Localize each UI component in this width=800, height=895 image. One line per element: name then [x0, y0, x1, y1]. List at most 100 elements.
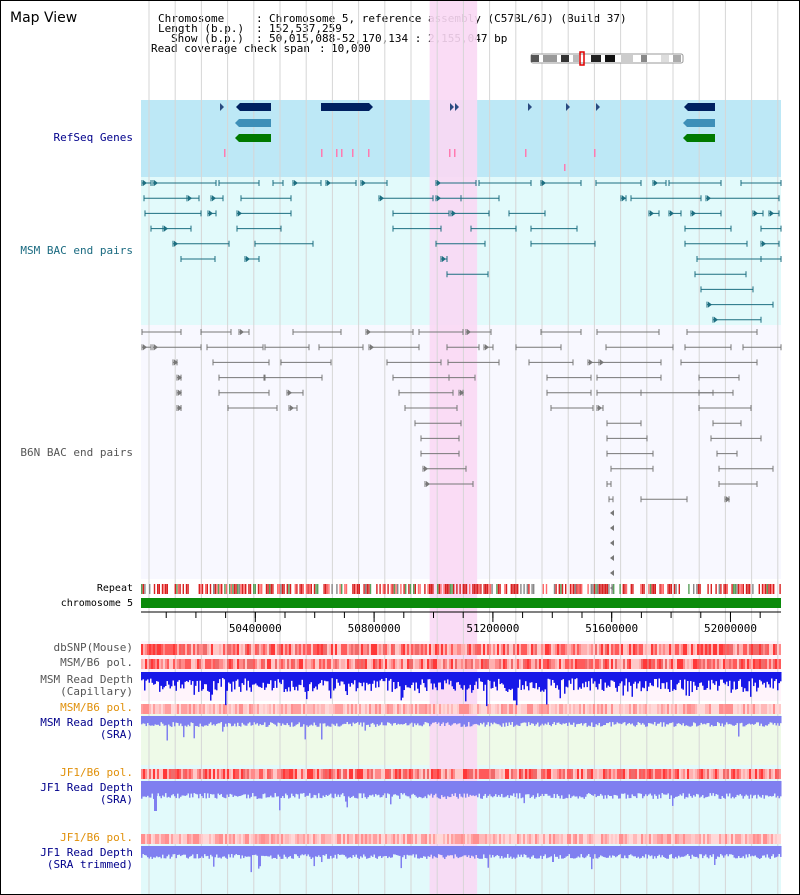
msm-sra-depth-bar: [762, 716, 764, 727]
msm-b6-pol-cell: [521, 659, 523, 669]
msm-sra-depth-bar: [756, 716, 758, 723]
msm-sra-depth-bar: [288, 716, 290, 726]
jf1-b6-pol-cell: [457, 769, 459, 779]
jf1-sra-depth-bar: [501, 781, 503, 794]
msm-capillary-depth-bar: [750, 672, 752, 697]
msm-b6-pol2-cell: [347, 704, 349, 714]
msm-capillary-depth-bar: [657, 672, 659, 688]
msm-capillary-depth-bar: [270, 672, 272, 681]
jf1-sra-depth-bar: [483, 781, 485, 796]
jf1-b6-pol2-cell: [279, 834, 281, 844]
jf1-sra-depth-bar: [538, 781, 540, 797]
dbsnp-cell: [595, 644, 597, 655]
msm-capillary-depth-bar: [495, 672, 497, 687]
msm-b6-pol2-cell: [389, 704, 391, 714]
jf1-sra-depth-bar: [474, 781, 476, 797]
jf1-trim-depth-bar: [253, 846, 255, 855]
msm-capillary-depth-bar: [214, 672, 216, 690]
jf1-trim-depth-bar: [237, 846, 239, 856]
msm-sra-depth-bar: [289, 716, 291, 727]
dbsnp-cell: [553, 644, 555, 655]
jf1-b6-pol2-cell: [633, 834, 635, 844]
jf1-sra-depth-bar: [276, 781, 278, 797]
msm-capillary-depth-bar: [556, 672, 558, 686]
jf1-b6-pol-cell: [359, 769, 361, 779]
msm-b6-pol2-cell: [209, 704, 211, 714]
msm-b6-pol2-cell: [263, 704, 265, 714]
msm-b6-pol-cell: [617, 659, 619, 669]
jf1-trim-depth-bar: [480, 846, 482, 859]
repeat-element: [198, 584, 200, 594]
repeat-element: [587, 584, 589, 594]
jf1-b6-pol2-cell: [191, 834, 193, 844]
msm-b6-pol-cell: [425, 659, 427, 669]
msm-sra-depth-bar: [540, 716, 542, 726]
dbsnp-cell: [533, 644, 535, 655]
msm-sra-depth-bar: [355, 716, 357, 724]
repeat-element: [299, 584, 301, 594]
msm-b6-pol2-cell: [453, 704, 455, 714]
jf1-trim-depth-bar: [544, 846, 546, 855]
msm-b6-pol-cell: [335, 659, 337, 669]
dbsnp-cell: [377, 644, 379, 655]
msm-b6-pol-cell: [565, 659, 567, 669]
msm-sra-depth-bar: [618, 716, 620, 724]
refseq-genes-track[interactable]: [220, 103, 715, 171]
dbsnp-cell: [773, 644, 775, 655]
jf1-b6-pol-cell: [525, 769, 527, 779]
msm-b6-pol2-cell: [419, 704, 421, 714]
jf1-b6-pol2-cell: [317, 834, 319, 844]
msm-sra-depth-bar: [390, 716, 392, 724]
chromosome-bar: [141, 598, 781, 608]
msm-capillary-depth-bar: [685, 672, 687, 696]
msm-b6-pol-cell: [529, 659, 531, 669]
jf1-sra-depth-bar: [333, 781, 335, 799]
jf1-sra-depth-bar: [655, 781, 657, 796]
msm-capillary-depth-bar: [468, 672, 470, 689]
msm-b6-pol-cell: [513, 659, 515, 669]
jf1-trim-depth-bar: [211, 846, 213, 857]
jf1-sra-depth-bar: [165, 781, 167, 794]
jf1-sra-depth-bar: [523, 781, 525, 804]
msm-capillary-depth-bar: [694, 672, 696, 686]
jf1-b6-pol2-cell: [361, 834, 363, 844]
msm-capillary-depth-bar: [141, 672, 143, 681]
jf1-b6-pol-cell: [481, 769, 483, 779]
msm-b6-pol-cell: [353, 659, 355, 669]
msm-capillary-depth-bar: [385, 672, 387, 679]
msm-capillary-depth-bar: [526, 672, 528, 687]
dbsnp-cell: [491, 644, 493, 655]
msm-bac-pair-glyph: [212, 195, 216, 202]
msm-b6-pol-cell: [455, 659, 457, 669]
dbsnp-cell: [275, 644, 277, 655]
jf1-b6-pol2-cell: [683, 834, 685, 844]
msm-sra-depth-bar: [744, 716, 746, 727]
jf1-b6-pol2-cell: [459, 834, 461, 844]
repeat-element: [294, 584, 296, 594]
msm-bac-pair-glyph: [622, 195, 626, 202]
msm-b6-pol-cell: [487, 659, 489, 669]
jf1-sra-depth-bar: [471, 781, 473, 796]
msm-b6-pol2-cell: [235, 704, 237, 714]
msm-bac-track[interactable]: [141, 180, 782, 323]
jf1-trim-depth-bar: [553, 846, 555, 855]
jf1-sra-depth-bar: [682, 781, 684, 794]
msm-b6-pol-cell: [545, 659, 547, 669]
msm-bac-pair-glyph: [188, 195, 192, 202]
jf1-b6-pol-cell: [301, 769, 303, 779]
jf1-b6-pol-cell: [755, 769, 757, 779]
dbsnp-cell: [297, 644, 299, 655]
chromosome-ideogram[interactable]: [530, 51, 684, 66]
gene-tick: [368, 149, 370, 157]
b6n-bac-track[interactable]: [141, 329, 782, 591]
msm-b6-pol-cell: [141, 659, 143, 669]
jf1-b6-pol2-cell: [627, 834, 629, 844]
dbsnp-cell: [281, 644, 283, 655]
jf1-sra-depth-bar: [606, 781, 608, 799]
jf1-trim-depth-bar: [598, 846, 600, 858]
repeat-element: [533, 584, 535, 594]
msm-capillary-depth-bar: [157, 672, 159, 682]
repeat-element: [697, 584, 700, 594]
jf1-sra-depth-bar: [258, 781, 260, 799]
